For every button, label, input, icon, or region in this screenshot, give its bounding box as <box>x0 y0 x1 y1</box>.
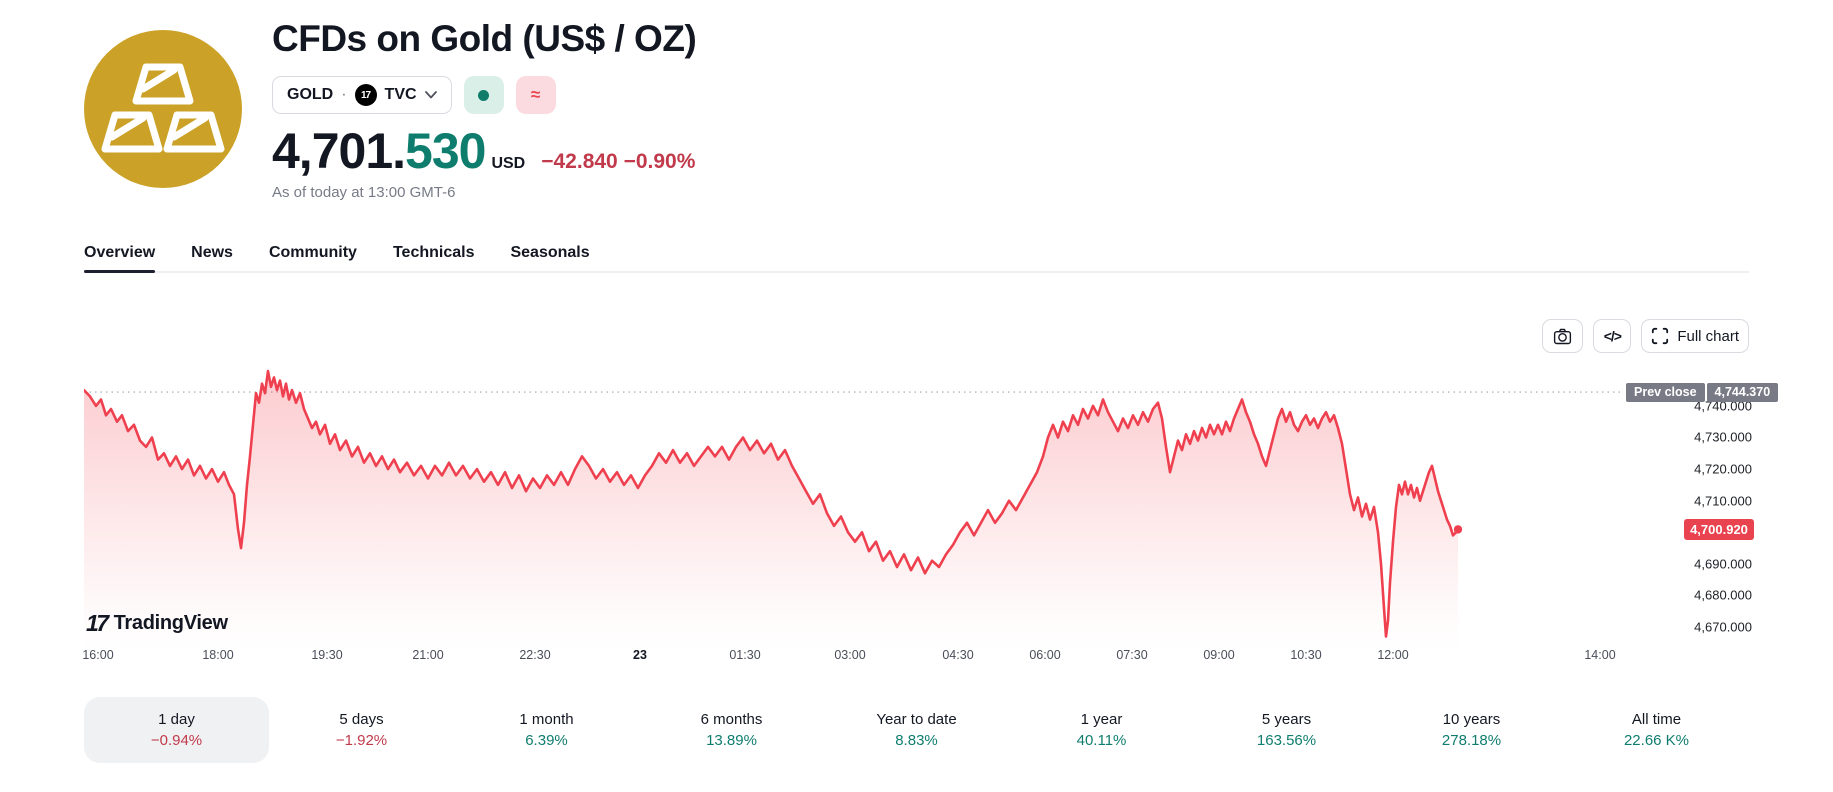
chart-toolbar: </> Full chart <box>0 319 1749 353</box>
time-tick: 01:30 <box>729 648 761 662</box>
tradingview-logo-icon: 17 <box>354 84 377 106</box>
snapshot-button[interactable] <box>1542 319 1584 353</box>
range-label: 1 year <box>1080 711 1123 728</box>
range-change: 22.66 K% <box>1623 732 1690 749</box>
time-tick: 09:00 <box>1203 648 1235 662</box>
approx-price-badge[interactable]: ≈ <box>515 76 556 114</box>
tradingview-attribution[interactable]: 17 TradingView <box>86 610 228 637</box>
price-area-chart[interactable] <box>84 300 1620 660</box>
price-currency: USD <box>491 155 526 172</box>
price-tick: 4,690.000 <box>1694 556 1752 572</box>
tab-overview[interactable]: Overview <box>84 240 156 273</box>
range-button-1-month[interactable]: 1 month 6.39% <box>454 697 639 763</box>
prev-close-value: 4,744.370 <box>1706 382 1779 402</box>
tradingview-glyph-icon: 17 <box>86 610 109 636</box>
time-tick: 21:00 <box>412 648 444 662</box>
range-change: 13.89% <box>706 732 757 749</box>
range-button-year-to-date[interactable]: Year to date 8.83% <box>824 697 1009 763</box>
time-tick: 07:30 <box>1116 648 1148 662</box>
last-price-dot <box>1453 525 1463 534</box>
symbol-switcher[interactable]: GOLD · 17 TVC <box>272 76 452 114</box>
time-tick: 22:30 <box>519 648 551 662</box>
time-tick: 14:00 <box>1584 648 1616 662</box>
symbol-ticker: GOLD <box>287 86 334 103</box>
chart-line <box>84 369 1460 638</box>
full-chart-label: Full chart <box>1677 327 1739 345</box>
time-tick: 10:30 <box>1290 648 1322 662</box>
time-tick: 12:00 <box>1377 648 1409 662</box>
code-icon: </> <box>1603 328 1622 344</box>
full-chart-button[interactable]: Full chart <box>1641 319 1749 353</box>
range-change: −0.94% <box>150 732 203 749</box>
prev-close-badge: Prev close 4,744.370 <box>1626 382 1779 402</box>
price-tick: 4,740.000 <box>1694 398 1752 414</box>
chevron-down-icon <box>424 91 437 99</box>
time-axis[interactable]: 16:00 18:00 19:30 21:00 22:30 23 01:30 03:00 04:… <box>0 648 1833 670</box>
time-tick: 03:00 <box>834 648 866 662</box>
time-tick: 23 <box>633 648 647 662</box>
range-selector: 1 day −0.94% 5 days −1.92% 1 month 6.39% 6 mon… <box>84 697 1749 763</box>
range-button-10-years[interactable]: 10 years 278.18% <box>1379 697 1564 763</box>
tradingview-wordmark: TradingView <box>113 612 228 634</box>
price-tick: 4,720.000 <box>1694 461 1752 477</box>
tab-news[interactable]: News <box>191 244 233 261</box>
range-label: 10 years <box>1442 711 1501 728</box>
range-label: 6 months <box>700 711 763 728</box>
range-change: 6.39% <box>525 732 568 749</box>
symbol-row: GOLD · 17 TVC ≈ <box>272 76 556 114</box>
range-label: 5 years <box>1261 711 1312 728</box>
market-open-dot-icon <box>478 89 490 101</box>
price-tick: 4,730.000 <box>1694 429 1752 445</box>
exchange-name: TVC <box>384 86 417 103</box>
tab-seasonals[interactable]: Seasonals <box>510 244 590 261</box>
range-label: 1 month <box>519 711 574 728</box>
range-button-6-months[interactable]: 6 months 13.89% <box>639 697 824 763</box>
range-button-1-year[interactable]: 1 year 40.11% <box>1009 697 1194 763</box>
time-tick: 06:00 <box>1029 648 1061 662</box>
range-label: 1 day <box>158 711 195 728</box>
range-change: 163.56% <box>1256 732 1317 749</box>
tab-community[interactable]: Community <box>268 244 357 261</box>
range-change: −1.92% <box>335 732 388 749</box>
price-change: −42.840 −0.90% <box>541 150 696 173</box>
range-label: Year to date <box>876 711 957 728</box>
time-tick: 19:30 <box>311 648 343 662</box>
time-tick: 04:30 <box>942 648 974 662</box>
as-of-timestamp: As of today at 13:00 GMT-6 <box>272 184 456 201</box>
embed-code-button[interactable]: </> <box>1593 319 1632 353</box>
price-fraction: 530 <box>405 123 486 179</box>
range-change: 40.11% <box>1076 732 1127 749</box>
chart-area-fill <box>84 371 1458 652</box>
range-button-all-time[interactable]: All time 22.66 K% <box>1564 697 1749 763</box>
market-open-badge[interactable] <box>463 76 504 114</box>
range-label: All time <box>1631 711 1682 728</box>
range-button-1-day[interactable]: 1 day −0.94% <box>84 697 269 763</box>
range-button-5-years[interactable]: 5 years 163.56% <box>1194 697 1379 763</box>
time-tick: 18:00 <box>202 648 234 662</box>
camera-icon <box>1554 328 1572 344</box>
gold-bars-icon <box>84 30 242 188</box>
range-change: 278.18% <box>1441 732 1502 749</box>
price-integer: 4,701. <box>272 123 406 179</box>
price-tick: 4,710.000 <box>1694 493 1752 509</box>
range-change: 8.83% <box>895 732 938 749</box>
price-tick: 4,680.000 <box>1694 587 1752 603</box>
time-tick: 16:00 <box>82 648 114 662</box>
range-label: 5 days <box>339 711 384 728</box>
prev-close-label: Prev close <box>1626 382 1705 402</box>
page-title: CFDs on Gold (US$ / OZ) <box>272 18 697 59</box>
tab-technicals[interactable]: Technicals <box>392 244 475 261</box>
price-row: 4,701. 530 USD −42.840 −0.90% <box>272 122 695 180</box>
fullscreen-icon <box>1652 327 1669 345</box>
approx-icon: ≈ <box>530 85 541 104</box>
last-price-badge: 4,700.920 <box>1684 518 1754 540</box>
range-button-5-days[interactable]: 5 days −1.92% <box>269 697 454 763</box>
price-tick: 4,670.000 <box>1694 619 1752 635</box>
section-tabs: Overview News Community Technicals Seasonals <box>84 240 1749 273</box>
symbol-separator: · <box>341 86 347 103</box>
